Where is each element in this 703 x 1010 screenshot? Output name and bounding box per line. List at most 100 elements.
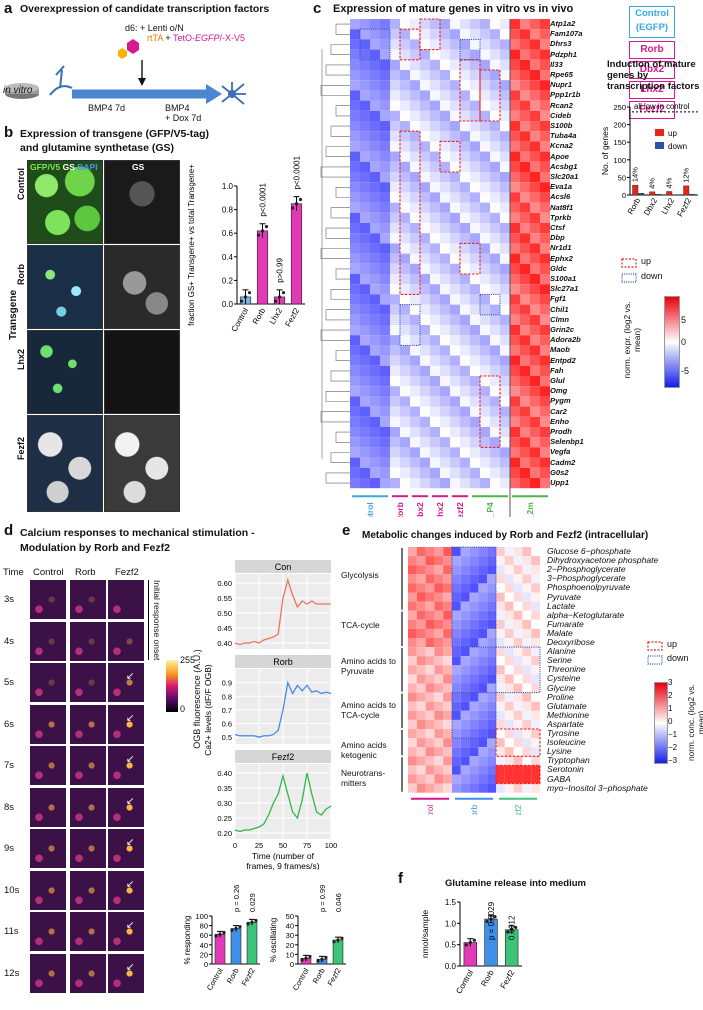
heatmap-cell (420, 243, 430, 254)
heatmap-cell (510, 457, 520, 468)
heatmap-cell (425, 583, 435, 593)
heatmap-cell (520, 70, 530, 81)
heatmap-cell (400, 223, 410, 234)
calcium-frame-0-0 (30, 580, 66, 619)
heatmap-cell (522, 619, 532, 629)
heatmap-cell (490, 376, 500, 387)
heatmap-cell (416, 583, 426, 593)
calcium-frame-1-9 (70, 953, 106, 993)
data-point (298, 197, 303, 202)
heatmap-cell (460, 376, 470, 387)
bmp4-7d-label: BMP4 7d (88, 103, 126, 113)
heatmap-cell (490, 161, 500, 172)
heatmap-cell (410, 233, 420, 244)
heatmap-cell (522, 583, 532, 593)
heatmap-cell (469, 683, 479, 693)
heatmap-cell (450, 335, 460, 346)
heatmap-cell (469, 765, 479, 775)
y-tick-label: 0.20 (217, 829, 232, 838)
heatmap-cell (504, 747, 514, 757)
data-point (472, 938, 476, 942)
heatmap-cell (520, 59, 530, 70)
calcium-frame-1-2 (70, 663, 106, 702)
heatmap-cell (540, 284, 550, 295)
heatmap-cell (460, 738, 470, 748)
heatmap-cell (522, 565, 532, 575)
heatmap-cell (400, 345, 410, 356)
heatmap-cell (510, 304, 520, 315)
heatmap-cell (531, 774, 540, 784)
heatmap-cell (522, 628, 532, 638)
heatmap-cell (490, 151, 500, 162)
heatmap-cell (460, 325, 470, 336)
metabolite-label: Deoxyribose (547, 637, 595, 647)
heatmap-cell (400, 355, 410, 366)
heatmap-cell (430, 70, 440, 81)
heatmap-cell (410, 202, 420, 213)
heatmap-cell (390, 110, 400, 121)
heatmap-cell (460, 263, 470, 274)
heatmap-cell (530, 304, 540, 315)
heatmap-cell (520, 284, 530, 295)
heatmap-cell (416, 574, 426, 584)
category-tca: TCA-cycle (341, 620, 380, 630)
heatmap-cell (531, 628, 540, 638)
gene-label: Pygm (550, 396, 571, 406)
heatmap-cell (430, 80, 440, 91)
gene-label: Grin2c (550, 325, 575, 334)
heatmap-cell (434, 592, 444, 602)
heatmap-cell (500, 416, 510, 427)
heatmap-cell (480, 39, 490, 50)
heatmap-cell (522, 638, 532, 648)
heatmap-cell (513, 738, 523, 748)
heatmap-cell (390, 70, 400, 81)
heatmap-cell (510, 314, 520, 325)
y-axis-label: % responding (183, 916, 192, 965)
heatmap-cell (480, 345, 490, 356)
heatmap-cell (510, 131, 520, 142)
heatmap-cell (490, 100, 500, 111)
heatmap-cell (480, 90, 490, 101)
heatmap-cell (480, 253, 490, 264)
heatmap-cell (540, 365, 550, 376)
heatmap-cell (400, 294, 410, 305)
data-point (320, 957, 324, 961)
heatmap-cell (520, 49, 530, 60)
heatmap-cell (430, 274, 440, 285)
heatmap-cell (487, 592, 496, 602)
heatmap-cell (443, 583, 452, 593)
legend-up-label: up (641, 256, 652, 266)
heatmap-cell (504, 738, 514, 748)
heatmap-cell (434, 674, 444, 684)
colorbar-e-label: norm. conc. (log2 vs. mean) (686, 684, 703, 762)
heatmap-cell (350, 70, 360, 81)
heatmap-cell (480, 263, 490, 274)
heatmap-cell (510, 447, 520, 458)
calcium-frame-grid: 3s 4s 5s ↙ 6s ↙ 7s ↙ 8s ↙ 9s ↙ 10s ↙ 11s ↙ 12s ↙ Initial r… (0, 580, 162, 1000)
heatmap-cell (452, 610, 461, 620)
heatmap-cell (460, 304, 470, 315)
heatmap-cell (380, 325, 390, 336)
heatmap-cell (450, 437, 460, 448)
heatmap-cell (460, 100, 470, 111)
y-tick-label: 50 (618, 173, 626, 182)
heatmap-cell (480, 182, 490, 193)
heatmap-cell (504, 719, 514, 729)
group-label: Control (365, 502, 375, 517)
heatmap-cell (500, 202, 510, 213)
bar (256, 230, 269, 305)
heatmap-cell (443, 729, 452, 739)
heatmap-cell (350, 19, 360, 30)
bar-up (666, 191, 673, 196)
heatmap-cell (430, 182, 440, 193)
heatmap-cell (380, 141, 390, 152)
gene-label: Nat8f1 (550, 202, 574, 212)
heatmap-cell (480, 100, 490, 111)
heatmap-cell (504, 674, 514, 684)
heatmap-cell (443, 601, 452, 611)
heatmap-cell (370, 223, 380, 234)
heatmap-cell (460, 416, 470, 427)
colorbar-e-tick: 2 (668, 691, 673, 700)
heatmap-cell (500, 39, 510, 50)
